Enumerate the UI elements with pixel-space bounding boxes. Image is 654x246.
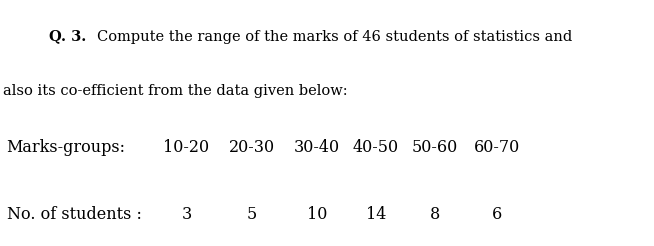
- Text: Compute the range of the marks of 46 students of statistics and: Compute the range of the marks of 46 stu…: [97, 30, 572, 44]
- Text: 14: 14: [366, 205, 387, 223]
- Text: also its co-efficient from the data given below:: also its co-efficient from the data give…: [3, 84, 348, 98]
- Text: 5: 5: [247, 205, 257, 223]
- Text: 6: 6: [492, 205, 502, 223]
- Text: 30-40: 30-40: [294, 139, 340, 156]
- Text: 3: 3: [181, 205, 192, 223]
- Text: 10: 10: [307, 205, 328, 223]
- Text: 8: 8: [430, 205, 440, 223]
- Text: 50-60: 50-60: [412, 139, 458, 156]
- Text: No. of students :: No. of students :: [7, 205, 141, 223]
- Text: 20-30: 20-30: [229, 139, 275, 156]
- Text: Q. 3.: Q. 3.: [49, 30, 86, 44]
- Text: 40-50: 40-50: [353, 139, 399, 156]
- Text: 60-70: 60-70: [474, 139, 520, 156]
- Text: 10-20: 10-20: [164, 139, 209, 156]
- Text: Marks-groups:: Marks-groups:: [7, 139, 126, 156]
